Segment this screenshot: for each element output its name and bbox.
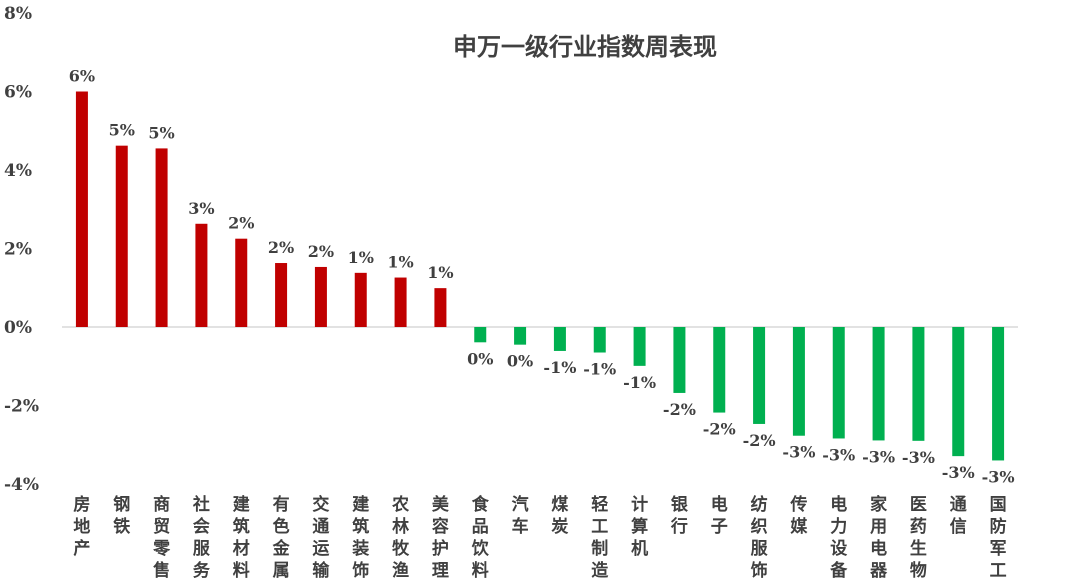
data-label: -3% <box>942 463 975 482</box>
data-label: 3% <box>188 199 214 218</box>
y-axis-ticks: 8% 6% 4% 2% 0% -2% -4% <box>4 4 39 495</box>
x-tick-label: 建筑材料 <box>233 494 250 580</box>
y-tick-label: 8% <box>4 4 32 24</box>
x-tick-label: 纺织服饰 <box>751 494 769 580</box>
data-label: -1% <box>583 360 616 379</box>
x-tick-label: 建筑装饰 <box>351 494 369 580</box>
x-tick-label: 农林牧渔 <box>391 494 410 580</box>
y-tick-label: 2% <box>4 240 32 260</box>
x-tick-label: 家用电器 <box>869 494 888 580</box>
data-label: 1% <box>427 263 453 282</box>
data-label: -2% <box>663 400 696 419</box>
data-label: 5% <box>148 123 174 142</box>
bar <box>155 148 168 327</box>
data-label: 1% <box>387 253 413 272</box>
data-label: -3% <box>782 443 815 462</box>
bar <box>235 238 248 327</box>
data-label: 2% <box>228 214 254 233</box>
x-tick-label: 社会服务 <box>192 494 211 580</box>
x-tick-label: 钢铁 <box>113 494 130 537</box>
data-label: 5% <box>109 121 135 140</box>
x-tick-label: 汽车 <box>512 494 529 537</box>
bar <box>474 327 487 343</box>
bar <box>314 266 327 327</box>
x-tick-label: 计算机 <box>630 494 648 559</box>
bar <box>275 263 288 327</box>
chart-title: 申万一级行业指数周表现 <box>453 33 717 61</box>
bar <box>115 145 128 327</box>
data-label: -2% <box>703 420 736 439</box>
bar <box>195 223 208 327</box>
bar <box>872 327 885 441</box>
bar <box>593 327 606 353</box>
x-tick-label: 传媒 <box>789 494 808 537</box>
data-label: -1% <box>623 373 656 392</box>
bar <box>633 327 646 366</box>
data-label: -3% <box>822 445 855 464</box>
data-label: -1% <box>543 358 576 377</box>
x-tick-label: 通信 <box>950 495 967 537</box>
data-label: -2% <box>743 431 776 450</box>
x-tick-label: 交通运输 <box>312 494 330 580</box>
x-tick-label: 房地产 <box>73 494 90 559</box>
data-label: 0% <box>467 349 493 368</box>
data-label: 0% <box>507 352 533 371</box>
y-tick-label: -4% <box>4 475 39 495</box>
x-tick-label: 银行 <box>670 494 689 537</box>
x-tick-label: 美容护理 <box>432 494 450 580</box>
bar <box>434 288 447 327</box>
y-tick-label: 0% <box>4 318 32 338</box>
bar <box>394 277 407 327</box>
bars <box>75 91 1005 461</box>
x-tick-label: 煤炭 <box>551 494 568 537</box>
y-tick-label: 6% <box>4 83 32 103</box>
y-tick-label: 4% <box>4 161 32 181</box>
x-tick-label: 有色金属 <box>272 494 291 580</box>
x-tick-label: 医药生物 <box>910 495 927 580</box>
bar <box>673 327 686 393</box>
bar <box>832 327 845 439</box>
x-tick-label: 国防军工 <box>990 495 1007 580</box>
bar <box>753 327 766 424</box>
bar <box>553 327 566 351</box>
data-label: 2% <box>308 242 334 261</box>
x-tick-label: 食品饮料 <box>471 494 490 580</box>
bar <box>514 327 527 345</box>
y-tick-label: -2% <box>4 397 39 417</box>
data-label: 2% <box>268 238 294 257</box>
data-label: -3% <box>982 467 1015 486</box>
data-label: -3% <box>902 448 935 467</box>
x-tick-label: 电子 <box>711 494 728 537</box>
bar <box>75 91 88 327</box>
data-label: 1% <box>348 248 374 267</box>
x-tick-label: 商贸零售 <box>152 494 171 580</box>
x-tick-label: 电力设备 <box>829 494 848 580</box>
bar <box>792 327 805 436</box>
bar <box>912 327 925 441</box>
bar <box>992 327 1005 461</box>
bar <box>952 327 965 457</box>
x-axis-ticks: 房地产 钢铁 商贸零售 社会服务 建筑材料 有色金属 交通运输 建筑装饰 农林牧渔 美容护理 食品饮… <box>73 494 1006 580</box>
bar <box>354 272 367 327</box>
bar <box>713 327 726 413</box>
data-label: 6% <box>69 67 95 86</box>
x-tick-label: 轻工制造 <box>591 494 609 580</box>
data-label: -3% <box>862 447 895 466</box>
data-labels: 6%5% 5%3%2%2% 2% 1% 1%1%0% 0% -1% -1%-1%-2%-2%-… <box>69 67 1015 487</box>
